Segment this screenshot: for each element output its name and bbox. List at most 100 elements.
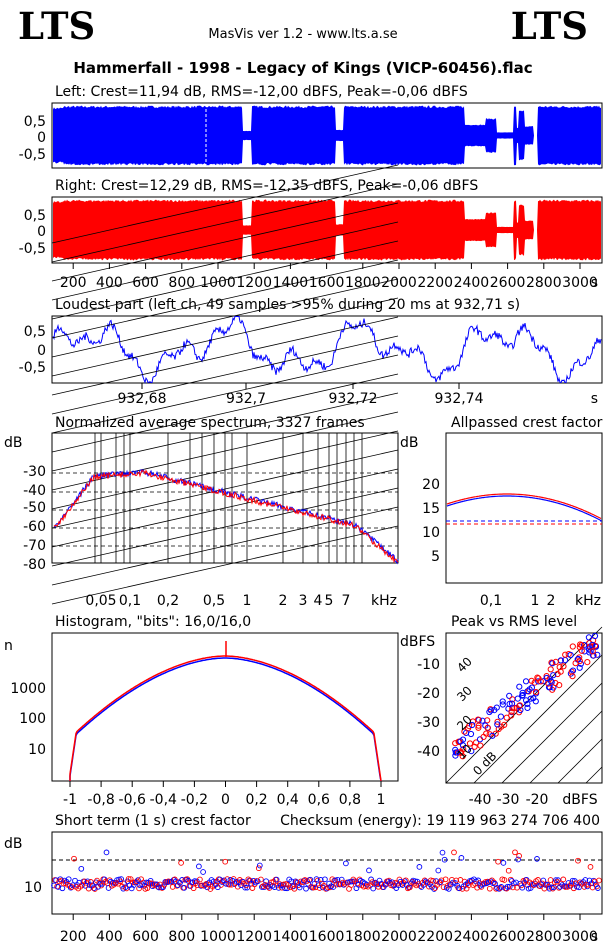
short-term-point [407,884,413,891]
crest-right-trace [446,493,602,520]
right-channel-title: Right: Crest=12,29 dB, RMS=-12,35 dBFS, … [55,178,478,194]
peak-rms-point [506,700,513,708]
short-term-xtick-label: 2400 [454,929,490,945]
spectrum-slope-line [51,487,399,567]
spectrum-ytick-0: -30 [23,464,46,480]
spectrum-xtick-6: 3 [299,593,308,609]
peak-rms-point [552,658,559,666]
histogram-title: Histogram, "bits": 16,0/16,0 [55,614,251,630]
spectrum-slope-line [51,525,399,605]
short-term-frame [51,831,603,915]
short-term-point [103,849,110,856]
wave-xunit: s [591,275,598,291]
peak-rms-point [578,642,585,649]
peak-rms-point [494,718,501,725]
short-term-xtick-label: 800 [168,929,195,945]
short-term-point [307,876,314,883]
right-waveform [53,199,601,261]
peak-rms-point [487,707,494,714]
peak-rms-point [567,651,574,659]
short-term-point [190,885,197,892]
short-term-point [519,884,526,891]
histogram-xtick-label: -0,6 [119,792,146,808]
peak-rms-xtick-2: -20 [526,792,549,808]
short-term-point [491,879,497,886]
spectrum-xtick-2: 0,2 [157,593,179,609]
loudest-ytick-1: 0 [37,343,46,359]
short-term-point [313,876,320,882]
short-term-point [125,876,132,882]
peak-rms-point [532,689,540,696]
crest-factor-title: Allpassed crest factor [451,415,603,431]
short-term-point [426,883,432,890]
short-term-point [366,867,372,874]
peak-rms-ylabel: dBFS [400,634,435,650]
peak-rms-annot-30: 30 [454,683,475,704]
checksum-label: Checksum (energy): 19 119 963 274 706 40… [280,813,600,829]
spectrum-xtick-1: 0,1 [119,593,141,609]
short-term-point [343,860,349,867]
peak-rms-point [463,729,470,737]
spectrum-left-trace [53,468,399,565]
crest-xtick-2: 2 [547,593,556,609]
peak-rms-point [480,733,487,741]
short-term-point [327,884,333,891]
peak-rms-point [471,743,478,750]
loudest-frame [51,315,603,384]
peak-rms-diagonal [473,654,603,784]
spectrum-slope-line [51,221,399,301]
peak-rms-point [453,749,460,756]
peak-rms-point [452,740,459,747]
spectrum-xunit: kHz [371,593,397,609]
app-title: MasVis ver 1.2 - www.lts.a.se [208,27,398,42]
short-term-point [504,883,511,890]
histogram-ylabel: n [4,638,13,654]
peak-rms-point [528,684,536,691]
short-term-point [97,881,104,887]
short-term-crest-title: Short term (1 s) crest factor [55,813,251,829]
short-term-point [65,876,72,883]
short-term-point [348,882,354,888]
peak-rms-annot-0db: 0 dB [470,749,499,778]
spectrum-ytick-3: -60 [23,519,46,535]
peak-rms-diagonal [445,626,603,784]
histogram-xtick-label: -1 [63,792,77,808]
peak-rms-ytick-1: -20 [417,686,440,702]
peak-rms-point [506,692,513,700]
short-term-point [301,877,307,884]
peak-rms-point [460,746,467,753]
short-term-point [516,853,522,859]
peak-rms-point [550,672,557,679]
spectrum-title: Normalized average spectrum, 3327 frames [55,415,365,431]
short-term-point [136,885,142,892]
peak-rms-ytick-2: -30 [417,715,440,731]
spectrum-slope-line [51,373,399,453]
peak-rms-point [594,651,601,658]
peak-rms-point [547,677,554,685]
peak-rms-point [477,742,484,749]
loudest-xtick-0: 932,68 [118,391,167,407]
spectrum-ytick-4: -70 [23,538,46,554]
crest-ytick-2: 10 [422,525,440,541]
peak-rms-point [569,643,576,650]
short-term-point [258,876,264,883]
short-term-point [284,885,290,892]
right-ytick-1: 0 [37,224,46,240]
short-term-point [515,856,521,863]
peak-rms-point [468,748,475,755]
short-term-point [196,863,202,870]
right-ytick-2: -0,5 [19,241,46,257]
spectrum-xtick-5: 2 [279,593,288,609]
spectrum-slope-line [51,259,399,339]
short-term-point [281,881,287,888]
peak-rms-point [557,668,564,675]
short-term-xtick-label: 200 [60,929,87,945]
peak-rms-point [475,716,482,723]
short-term-point [247,877,254,884]
loudest-xtick-2: 932,72 [329,391,378,407]
peak-rms-point [522,678,530,685]
crest-ytick-0: 20 [422,477,440,493]
peak-rms-diagonal [585,766,603,784]
crest-ylabel: dB [400,435,419,451]
